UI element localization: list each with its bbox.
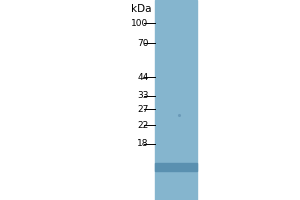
Text: 18: 18 xyxy=(137,140,148,148)
Text: 44: 44 xyxy=(137,72,148,82)
Text: 27: 27 xyxy=(137,105,148,114)
Text: 70: 70 xyxy=(137,38,148,47)
Bar xyxy=(154,163,196,171)
Text: 100: 100 xyxy=(131,19,148,27)
Bar xyxy=(154,0,196,200)
Text: kDa: kDa xyxy=(131,4,152,14)
Text: 33: 33 xyxy=(137,92,148,100)
Text: 22: 22 xyxy=(137,120,148,130)
